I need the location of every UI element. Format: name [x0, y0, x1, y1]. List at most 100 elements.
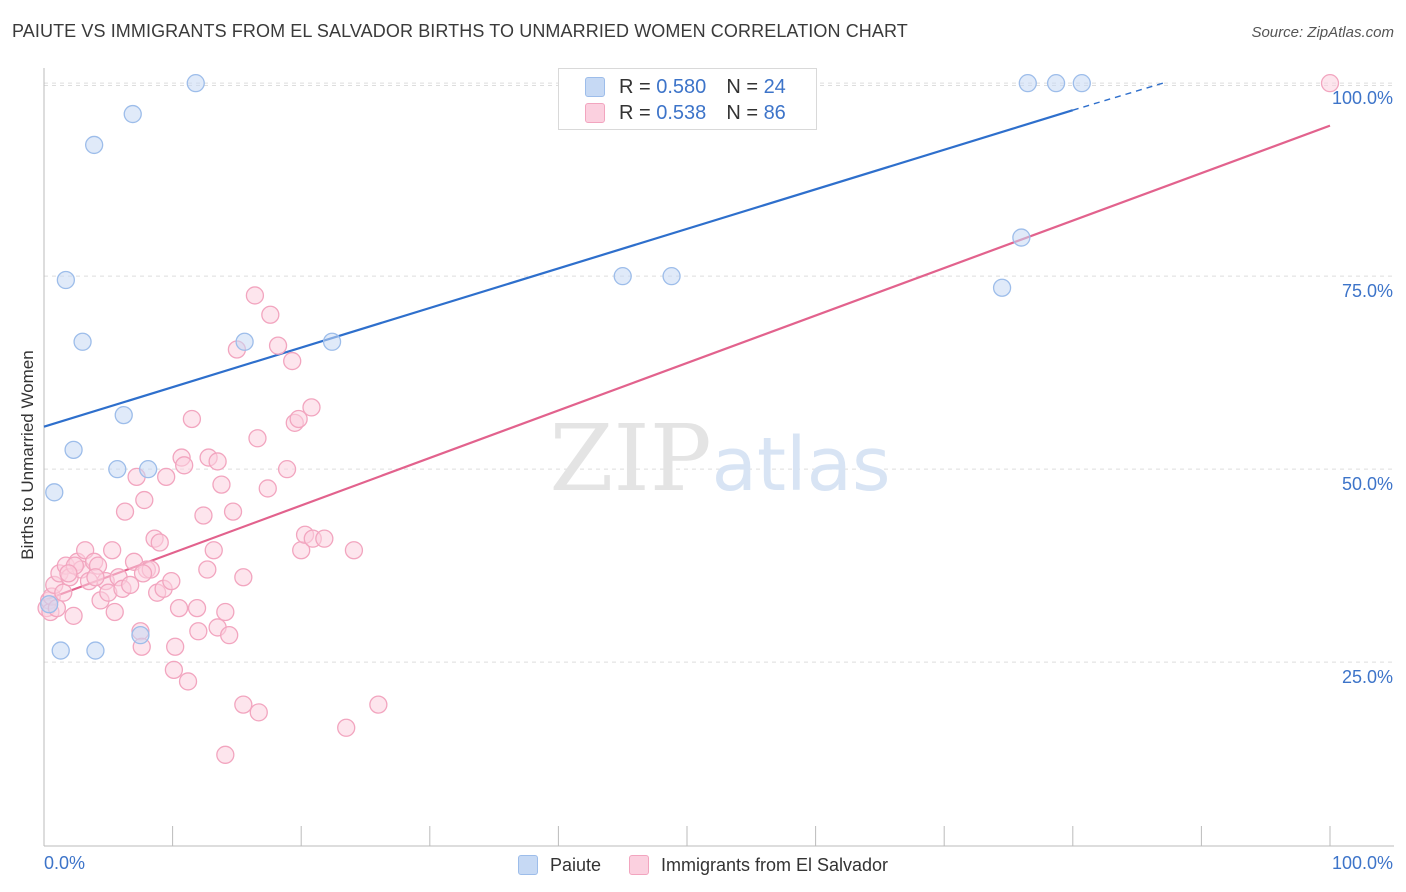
data-point[interactable] — [198, 560, 217, 579]
data-point[interactable] — [56, 270, 76, 290]
data-point[interactable] — [249, 703, 268, 722]
data-point[interactable] — [39, 595, 59, 614]
legend-label-paiute: Paiute — [549, 854, 601, 875]
data-point[interactable] — [103, 541, 122, 560]
data-point[interactable] — [1320, 74, 1340, 93]
data-point[interactable] — [662, 267, 681, 286]
data-point[interactable] — [86, 568, 105, 587]
data-point[interactable] — [187, 598, 207, 618]
stats-legend: R = 0.580 N = 24 R = 0.538 N = 86 — [558, 68, 817, 130]
data-point[interactable] — [223, 502, 243, 521]
legend-item-paiute[interactable]: Paiute — [517, 854, 601, 876]
data-point[interactable] — [212, 475, 231, 494]
trend-line-extension — [1072, 82, 1164, 111]
data-point[interactable] — [992, 278, 1012, 297]
data-point[interactable] — [64, 440, 83, 460]
data-point[interactable] — [283, 351, 302, 371]
trend-line — [43, 109, 1074, 428]
data-point[interactable] — [220, 625, 239, 645]
data-point[interactable] — [322, 332, 342, 351]
n-label: N = — [726, 101, 758, 124]
data-point[interactable] — [73, 332, 92, 351]
r-label: R = — [619, 101, 651, 124]
data-point[interactable] — [150, 533, 169, 552]
data-point[interactable] — [1012, 228, 1031, 247]
data-point[interactable] — [169, 598, 189, 618]
data-point[interactable] — [289, 409, 308, 429]
data-point[interactable] — [121, 575, 140, 595]
data-point[interactable] — [258, 479, 277, 498]
data-point[interactable] — [248, 429, 267, 448]
data-point[interactable] — [302, 398, 321, 417]
data-point[interactable] — [315, 529, 334, 548]
data-point[interactable] — [157, 467, 176, 487]
data-point[interactable] — [182, 409, 202, 429]
n-value-el-salvador: 86 — [763, 101, 786, 124]
data-point[interactable] — [108, 460, 127, 479]
stats-row-el-salvador: R = 0.538 N = 86 — [585, 100, 786, 126]
r-value-paiute: 0.580 — [656, 75, 707, 98]
data-point[interactable] — [133, 564, 153, 583]
series-legend: Paiute Immigrants from El Salvador — [0, 852, 1406, 878]
data-point[interactable] — [123, 104, 142, 124]
data-point[interactable] — [54, 583, 73, 602]
data-point[interactable] — [1046, 74, 1066, 93]
data-point[interactable] — [59, 564, 78, 583]
data-point[interactable] — [51, 641, 70, 660]
r-label: R = — [619, 75, 651, 98]
data-point[interactable] — [613, 267, 632, 286]
data-point[interactable] — [86, 641, 105, 660]
swatch-el-salvador — [585, 103, 605, 123]
y-tick-label: 75.0% — [1342, 281, 1393, 301]
data-point[interactable] — [245, 286, 265, 305]
data-point[interactable] — [131, 625, 150, 645]
data-point[interactable] — [234, 695, 253, 714]
x-tick-label: 100.0% — [1332, 853, 1393, 873]
chart-source: Source: ZipAtlas.com — [1251, 24, 1394, 41]
data-point[interactable] — [85, 135, 104, 155]
data-point[interactable] — [261, 305, 280, 324]
data-point[interactable] — [277, 460, 297, 479]
data-point[interactable] — [164, 660, 184, 680]
legend-swatch-el-salvador — [628, 855, 649, 875]
r-value-el-salvador: 0.538 — [656, 101, 707, 124]
watermark: ZIPatlas — [550, 405, 891, 512]
y-tick-label: 25.0% — [1342, 667, 1393, 687]
data-point[interactable] — [186, 74, 205, 93]
trend-line — [43, 124, 1331, 602]
data-point[interactable] — [208, 452, 227, 471]
data-point[interactable] — [235, 332, 254, 351]
data-point[interactable] — [64, 606, 83, 625]
data-point[interactable] — [344, 541, 364, 560]
data-point[interactable] — [162, 571, 181, 591]
legend-item-el-salvador[interactable]: Immigrants from El Salvador — [628, 854, 889, 876]
data-point[interactable] — [189, 622, 208, 641]
y-tick-label: 100.0% — [1332, 88, 1393, 108]
data-points — [37, 74, 1340, 764]
chart-title: PAIUTE VS IMMIGRANTS FROM EL SALVADOR BI… — [12, 21, 908, 41]
data-point[interactable] — [175, 456, 194, 475]
data-point[interactable] — [337, 718, 356, 737]
axes — [43, 68, 1394, 847]
data-point[interactable] — [115, 502, 135, 521]
data-point[interactable] — [216, 602, 235, 622]
data-point[interactable] — [1018, 74, 1037, 93]
data-point[interactable] — [268, 336, 288, 355]
data-point[interactable] — [234, 568, 253, 587]
data-point[interactable] — [369, 695, 388, 714]
legend-label-el-salvador: Immigrants from El Salvador — [660, 854, 889, 875]
data-point[interactable] — [45, 483, 64, 502]
data-point[interactable] — [139, 460, 158, 479]
data-point[interactable] — [166, 637, 185, 656]
data-point[interactable] — [178, 672, 198, 691]
data-point[interactable] — [114, 405, 133, 425]
data-point[interactable] — [105, 602, 124, 622]
data-point[interactable] — [194, 506, 213, 525]
n-label: N = — [726, 75, 758, 98]
data-point[interactable] — [135, 490, 154, 510]
swatch-paiute — [585, 77, 605, 97]
data-point[interactable] — [216, 745, 235, 764]
data-point[interactable] — [204, 541, 223, 560]
data-point[interactable] — [1072, 74, 1091, 93]
